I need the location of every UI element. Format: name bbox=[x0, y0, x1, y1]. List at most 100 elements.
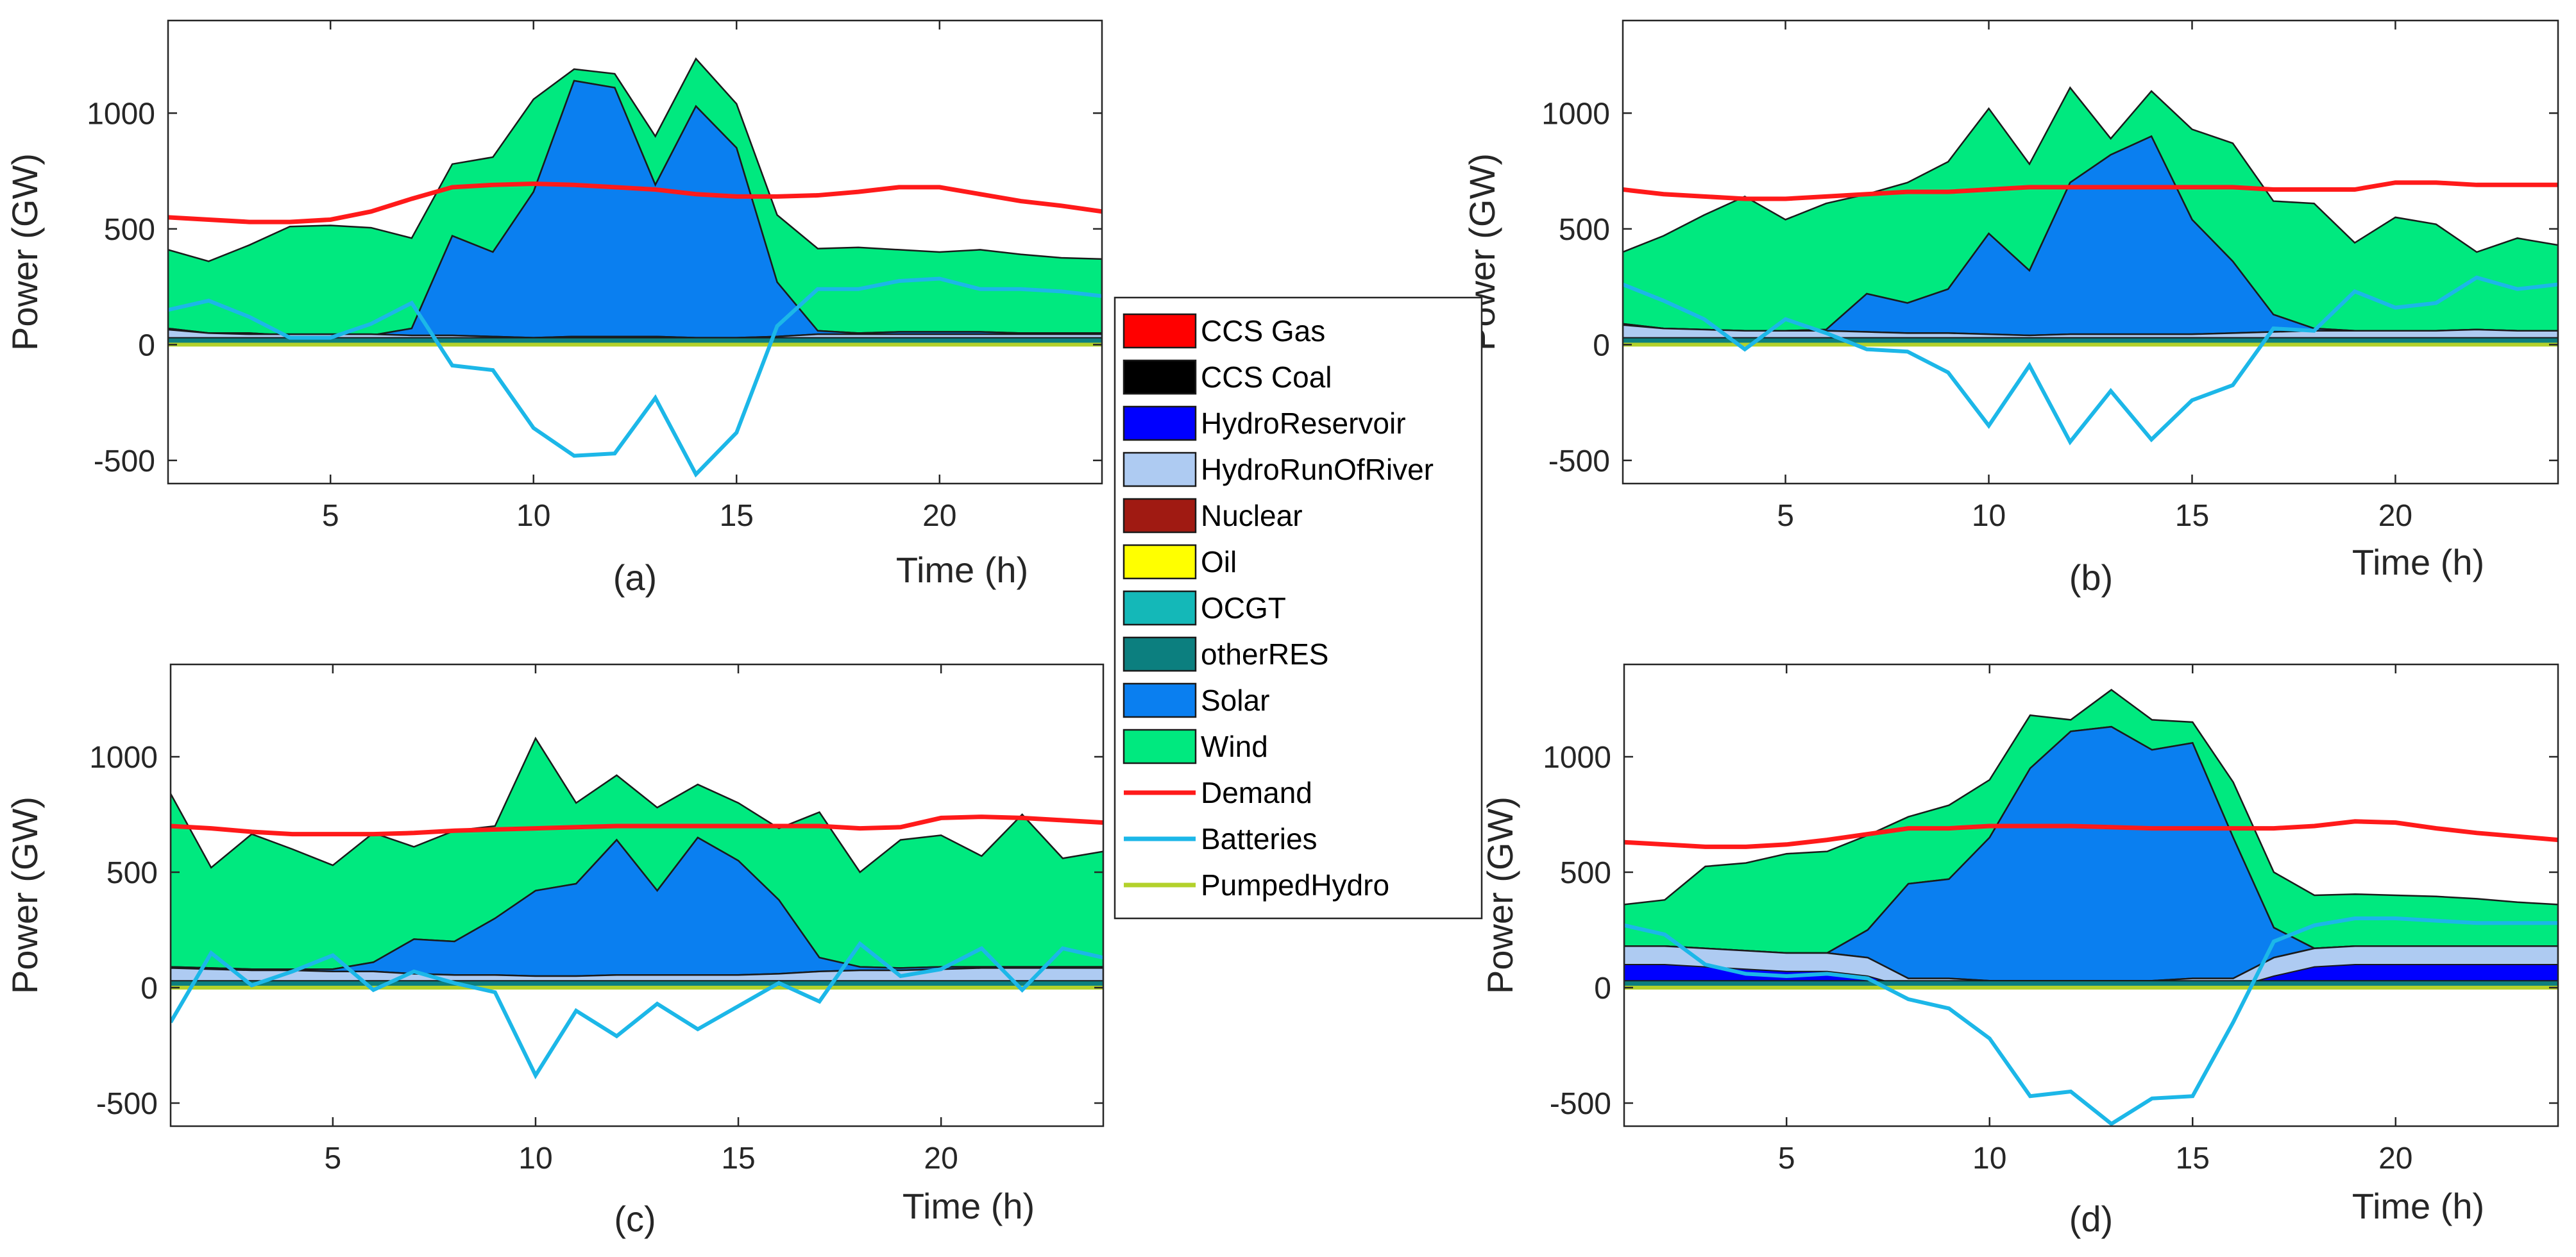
x-tick-label: 10 bbox=[1972, 499, 2006, 533]
legend-entry: otherRES bbox=[1123, 636, 1328, 672]
y-tick-label: -500 bbox=[96, 1087, 158, 1121]
legend-label: otherRES bbox=[1201, 637, 1328, 671]
x-axis-label: Time (h) bbox=[2352, 1186, 2484, 1226]
panel-label: (a) bbox=[613, 557, 657, 598]
y-axis-label: Power (GW) bbox=[1480, 797, 1520, 994]
panel-0: 5 10 15 20 -500 0 500 1000 Power (GW) Time (h) (a) bbox=[4, 19, 1103, 598]
legend-label: Batteries bbox=[1201, 822, 1318, 856]
y-axis-label: Power (GW) bbox=[4, 153, 45, 351]
x-axis-label: Time (h) bbox=[2352, 542, 2484, 582]
y-tick-label: 0 bbox=[1594, 972, 1611, 1006]
legend-label: OCGT bbox=[1201, 591, 1286, 625]
legend-label: CCS Coal bbox=[1201, 360, 1332, 394]
panel-label: (b) bbox=[2069, 557, 2113, 598]
legend-label: Wind bbox=[1201, 730, 1268, 763]
x-tick-label: 20 bbox=[2378, 499, 2412, 533]
batteries-line bbox=[168, 276, 1102, 478]
legend-entry: Nuclear bbox=[1123, 498, 1303, 534]
legend-entry: Batteries bbox=[1124, 822, 1318, 856]
y-tick-label: 500 bbox=[104, 213, 155, 247]
demand-line bbox=[1623, 180, 2558, 201]
demand-line bbox=[171, 814, 1103, 837]
axes-box bbox=[1622, 19, 2559, 485]
legend-swatch bbox=[1123, 636, 1197, 672]
legend-entry: Demand bbox=[1124, 776, 1312, 809]
y-tick-label: 500 bbox=[1560, 856, 1611, 890]
y-tick-label: 1000 bbox=[1543, 741, 1611, 775]
x-tick-label: 15 bbox=[720, 499, 754, 533]
y-tick-label: -500 bbox=[94, 444, 155, 478]
batteries-line bbox=[1623, 275, 2558, 446]
legend-swatch bbox=[1123, 405, 1197, 441]
legend-swatch bbox=[1123, 590, 1197, 626]
legend-swatch bbox=[1123, 451, 1197, 487]
legend-label: Oil bbox=[1201, 545, 1237, 578]
legend-label: CCS Gas bbox=[1201, 314, 1325, 348]
legend-swatch bbox=[1123, 359, 1197, 395]
demand-line bbox=[168, 181, 1102, 224]
legend-swatch bbox=[1123, 682, 1197, 718]
x-tick-label: 20 bbox=[924, 1142, 958, 1176]
y-tick-label: 500 bbox=[106, 856, 158, 890]
x-axis-label: Time (h) bbox=[896, 550, 1028, 590]
legend-entry: HydroReservoir bbox=[1123, 405, 1406, 441]
y-axis-label: Power (GW) bbox=[4, 797, 45, 994]
y-tick-label: -500 bbox=[1550, 1087, 1611, 1121]
x-tick-label: 5 bbox=[325, 1142, 342, 1176]
plot-area bbox=[168, 57, 1102, 478]
y-tick-label: 0 bbox=[138, 328, 155, 362]
plot-area bbox=[171, 736, 1103, 1079]
axes-box bbox=[1623, 663, 2559, 1127]
legend-swatch bbox=[1123, 544, 1197, 580]
legend-swatch bbox=[1123, 498, 1197, 534]
x-tick-label: 10 bbox=[518, 1142, 552, 1176]
legend-label: Demand bbox=[1201, 776, 1312, 809]
x-tick-label: 5 bbox=[322, 499, 339, 533]
plot-area bbox=[1624, 689, 2558, 1126]
x-tick-label: 10 bbox=[1972, 1142, 2006, 1176]
legend-label: HydroRunOfRiver bbox=[1201, 453, 1434, 486]
legend-entry: PumpedHydro bbox=[1124, 868, 1389, 902]
x-tick-label: 20 bbox=[922, 499, 956, 533]
legend-entry: OCGT bbox=[1123, 590, 1286, 626]
y-tick-label: 500 bbox=[1559, 213, 1610, 247]
x-tick-label: 15 bbox=[2176, 1142, 2210, 1176]
legend-swatch bbox=[1123, 313, 1197, 349]
y-tick-label: 0 bbox=[1593, 328, 1610, 362]
axes-box bbox=[167, 19, 1103, 485]
axes-box bbox=[169, 663, 1105, 1127]
legend-entry: CCS Coal bbox=[1123, 359, 1332, 395]
legend-entry: HydroRunOfRiver bbox=[1123, 451, 1434, 487]
x-tick-label: 5 bbox=[1777, 499, 1794, 533]
legend-entry: Wind bbox=[1123, 729, 1268, 764]
y-tick-label: 1000 bbox=[87, 97, 155, 131]
panel-label: (c) bbox=[614, 1199, 656, 1239]
legend-entry: Solar bbox=[1123, 682, 1269, 718]
demand-line bbox=[1624, 819, 2558, 849]
panel-2: 5 10 15 20 -500 0 500 1000 Power (GW) Time (h) (c) bbox=[4, 663, 1105, 1239]
legend-label: Nuclear bbox=[1201, 499, 1303, 532]
legend-label: PumpedHydro bbox=[1201, 868, 1389, 902]
legend: CCS Gas CCS Coal HydroReservoir HydroRunOfR… bbox=[1114, 296, 1483, 920]
panel-label: (d) bbox=[2069, 1199, 2113, 1239]
x-tick-label: 20 bbox=[2378, 1142, 2412, 1176]
y-tick-label: -500 bbox=[1548, 444, 1610, 478]
x-tick-label: 5 bbox=[1778, 1142, 1795, 1176]
x-tick-label: 10 bbox=[516, 499, 550, 533]
y-tick-label: 1000 bbox=[89, 741, 158, 775]
batteries-line bbox=[1624, 916, 2558, 1126]
y-tick-label: 0 bbox=[140, 972, 158, 1006]
legend-label: HydroReservoir bbox=[1201, 407, 1406, 440]
x-tick-label: 15 bbox=[2175, 499, 2209, 533]
plot-area bbox=[1623, 86, 2558, 446]
legend-label: Solar bbox=[1201, 684, 1269, 717]
legend-swatch bbox=[1123, 729, 1197, 764]
y-tick-label: 1000 bbox=[1541, 97, 1610, 131]
batteries-line bbox=[171, 941, 1103, 1079]
x-tick-label: 15 bbox=[721, 1142, 755, 1176]
legend-entry: CCS Gas bbox=[1123, 313, 1325, 349]
panel-3: 5 10 15 20 -500 0 500 1000 Power (GW) Time (h) (d) bbox=[1480, 663, 2559, 1239]
